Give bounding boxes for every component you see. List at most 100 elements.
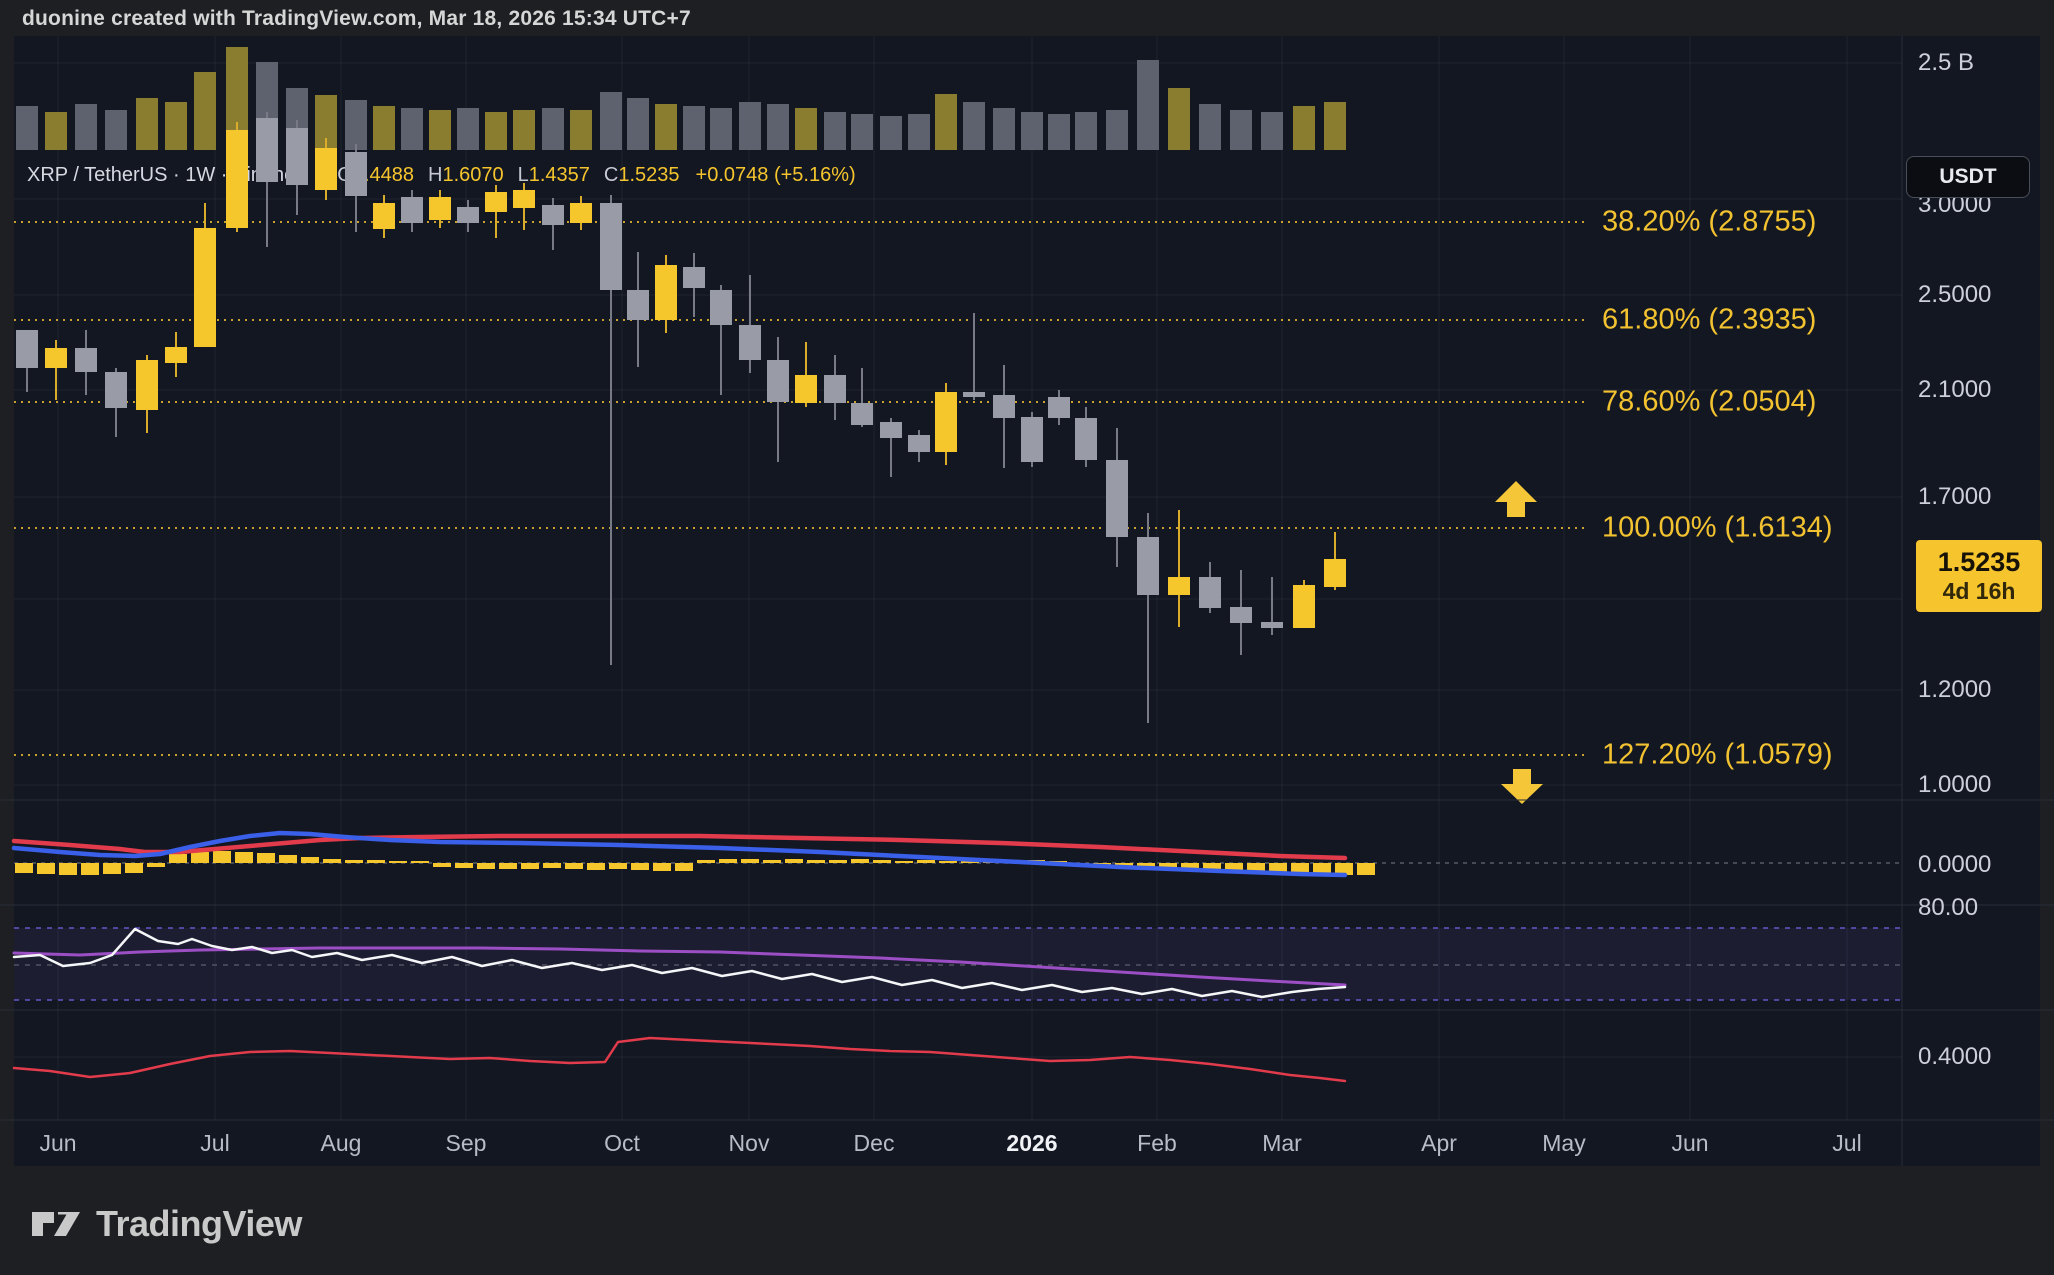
macd-signal-line-red [11,833,1348,861]
macd-histogram-bar [103,863,121,874]
macd-histogram-bar [499,863,517,869]
macd-histogram-bar [15,863,33,873]
volume-bar [880,116,902,150]
candle-body [429,197,451,220]
candle-body [1199,577,1221,608]
rsi-line [12,927,1347,999]
macd-histogram-bar [81,863,99,875]
macd-histogram-bar [675,863,693,871]
macd-histogram-bar [939,861,957,863]
candle-body [457,207,479,223]
candle-body [315,148,337,190]
macd-histogram-bar [917,860,935,863]
macd-histogram-bar [301,857,319,863]
macd-histogram-bar [191,852,209,863]
candle-body [542,205,564,225]
macd-histogram-bar [521,863,539,869]
macd-histogram-bar [741,859,759,863]
macd-histogram-bar [367,860,385,863]
macd-histogram-bar [59,863,77,875]
macd-histogram-bar [961,861,979,863]
volume-bar [710,108,732,150]
volume-bar [345,100,367,150]
attribution-text: duonine created with TradingView.com, Ma… [22,7,691,30]
bottom-bar [0,1166,2054,1275]
macd-histogram-bar [873,860,891,863]
macd-histogram-bar [543,863,561,868]
candle-body [710,290,732,325]
candle-body [1021,417,1043,462]
volume-bar [429,110,451,150]
candle-body [45,348,67,368]
volume-bar [739,102,761,150]
volume-bar [542,108,564,150]
volume-bar [1261,112,1283,150]
high-value: 1.6070 [442,164,504,186]
last-price-badge: 1.5235 4d 16h [1916,540,2042,612]
candle-body [194,228,216,347]
candle-body [683,267,705,288]
macd-histogram-bar [213,851,231,863]
candle-body [1137,537,1159,595]
candle-body [16,330,38,368]
macd-histogram-bar [1225,863,1243,870]
volume-bar [795,108,817,150]
volume-bar [401,108,423,150]
macd-histogram-bar [1181,863,1199,868]
macd-line-blue [11,830,1348,878]
macd-histogram-bar [807,860,825,863]
close-label: C [603,164,619,186]
macd-histogram-bar [829,860,847,863]
volume-bar [373,106,395,150]
candle-body [1230,607,1252,623]
tradingview-logo[interactable]: TradingView [30,1203,302,1245]
candle-body [75,348,97,372]
candle-body [739,325,761,360]
macd-histogram-bar [323,859,341,863]
volume-bar [993,108,1015,150]
volume-bar [570,110,592,150]
rsi-band [14,928,1902,1000]
volume-bar [824,112,846,150]
volume-bar [851,114,873,150]
low-label: L [517,164,529,186]
candle-body [401,197,423,223]
attribution-bar: duonine created with TradingView.com, Ma… [0,0,2054,36]
macd-histogram-bar [147,863,165,867]
macd-histogram-bar [1291,863,1309,873]
macd-histogram-bar [433,863,451,867]
candle-body [513,190,535,208]
volume-bar [75,104,97,150]
candle-body [286,128,308,185]
candle-body [226,130,248,228]
candle-body [105,372,127,408]
macd-histogram-bar [895,861,913,863]
volume-bar [1199,104,1221,150]
macd-histogram-bar [411,861,429,863]
volume-bar [1168,88,1190,150]
volume-bar [16,106,38,150]
macd-histogram-bar [851,859,869,863]
macd-histogram-bar [631,863,649,870]
volume-bar [485,112,507,150]
macd-histogram-bar [697,860,715,863]
macd-histogram-bar [37,863,55,874]
volume-bar [226,47,248,150]
macd-histogram-bar [1159,863,1177,867]
candle-body [1048,397,1070,418]
volume-bar [963,102,985,150]
volume-bar [655,104,677,150]
macd-histogram-bar [169,854,187,863]
currency-toggle-button[interactable]: USDT [1906,156,2030,198]
candle-body [767,360,789,402]
candle-body [570,203,592,223]
tradingview-logo-icon [32,1212,80,1236]
macd-histogram-bar [345,860,363,863]
candle-body [935,392,957,452]
candle-body [880,422,902,438]
macd-histogram-bar [1269,863,1287,872]
candle-body [373,203,395,229]
close-value: 1.5235 [618,164,680,186]
